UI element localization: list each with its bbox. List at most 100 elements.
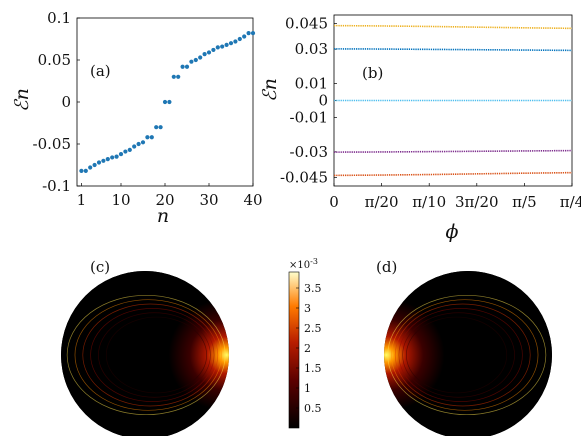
panel-a-data-point: [202, 52, 207, 57]
panel-b-ticks: 0 π/20 π/10 3π/20 π/5 π/40.0450.030.010-0.01-…: [280, 15, 581, 211]
panel-a-xtick-label: 20: [155, 191, 174, 209]
colorbar-exponent: ×10-3: [289, 257, 318, 271]
panel-a-data-point: [162, 99, 168, 105]
colorbar-tick-label: 1.5: [304, 362, 322, 375]
colorbar-gradient: [288, 271, 300, 429]
panel-a-data-point: [114, 154, 119, 159]
panel-b-ylabel: ℰn: [259, 78, 281, 102]
panel-b-xtick-label: 3π/20: [455, 193, 499, 211]
panel-a-xlabel: n: [157, 205, 169, 227]
density-contour-ring: [398, 308, 523, 402]
density-contour-ring: [90, 308, 215, 402]
panel-a-xtick-label: 10: [111, 191, 130, 209]
panel-a-ylabel: ℰn: [11, 88, 33, 112]
panel-a-ytick-label: -0.1: [42, 177, 71, 195]
panel-a-data-point: [145, 135, 150, 140]
panel-b-xlabel: ϕ: [446, 221, 459, 243]
panel-a: 1 10 20 30 40 -0.1 -0.05 0 0.05 0.1 (a) n ℰn: [11, 9, 263, 227]
panel-c: (c): [61, 258, 229, 436]
panel-a-data-point: [110, 155, 115, 160]
panel-a-xtick-label: 40: [243, 191, 262, 209]
panel-b-series-line-4: [333, 171, 572, 177]
panel-a-data-point: [140, 140, 146, 145]
panel-a-data-point: [233, 39, 238, 44]
panel-b-ytick-label: 0: [318, 92, 328, 110]
density-contour-ring: [98, 312, 211, 398]
panel-a-data-point: [167, 99, 172, 105]
panel-a-data-point: [250, 31, 256, 36]
density-contour-ring: [402, 312, 515, 398]
panel-a-data-point: [127, 147, 132, 152]
panel-d: (d): [376, 258, 552, 436]
colorbar-tick-label: 1: [304, 382, 311, 395]
panel-a-data-point: [184, 64, 190, 69]
density-contour-ring: [405, 316, 508, 394]
panel-b-series-line-0: [333, 24, 572, 30]
panel-a-data-point: [237, 36, 242, 42]
panel-b-xtick-label: π/10: [412, 193, 446, 211]
colorbar-tick-label: 2: [304, 342, 311, 355]
colorbar-ticks: 3.5 3 2.5 2 1.5 1 0.5: [296, 282, 322, 415]
panel-a-data-point: [215, 45, 220, 50]
panel-a-data-point: [180, 64, 185, 69]
panel-a-data-point: [158, 125, 163, 130]
panel-a-data-point: [206, 50, 212, 55]
panel-a-data-point: [123, 149, 128, 154]
panel-b-ytick-label: 0.045: [285, 15, 328, 33]
panel-a-data-point: [171, 74, 176, 79]
colorbar-tick-label: 0.5: [304, 402, 322, 415]
panel-b: 0 π/20 π/10 3π/20 π/5 π/40.0450.030.010-0.01-…: [259, 15, 581, 243]
panel-a-data-point: [105, 157, 110, 162]
density-contour-ring: [394, 303, 531, 407]
panel-a-ytick-label: 0: [61, 93, 71, 111]
density-contour-ring: [82, 303, 219, 407]
panel-a-data-point: [189, 59, 194, 64]
panel-a-data-point: [101, 158, 106, 163]
panel-a-label: (a): [90, 62, 111, 80]
panel-a-points: [79, 31, 256, 173]
panel-a-data-point: [220, 44, 225, 49]
panel-a-data-point: [198, 55, 203, 60]
panel-c-density-glow: [61, 271, 229, 436]
panel-d-contours: [387, 294, 547, 416]
panel-a-ytick-label: 0.1: [47, 9, 71, 27]
colorbar-tick-label: 3: [304, 302, 311, 315]
panel-a-data-point: [193, 57, 198, 63]
panel-a-data-point: [132, 144, 137, 149]
panel-a-data-point: [176, 74, 181, 79]
colorbar-tick-label: 3.5: [304, 282, 322, 295]
panel-a-ticks: 1 10 20 30 40 -0.1 -0.05 0 0.05 0.1: [33, 9, 263, 209]
colorbar: ×10-3 3.5 3 2.5 2 1.5 1 0.5: [288, 257, 322, 429]
panel-a-ytick-label: 0.05: [38, 51, 71, 69]
density-contour-ring: [66, 294, 226, 416]
panel-b-ytick-label: -0.03: [290, 143, 328, 161]
density-contour-ring: [387, 294, 547, 416]
panel-b-ytick-label: 0.03: [295, 40, 328, 58]
panel-a-data-point: [83, 168, 88, 173]
panel-a-data-point: [88, 165, 93, 170]
panel-b-ytick-label: 0.01: [295, 74, 328, 92]
panel-a-xtick-label: 30: [199, 191, 218, 209]
panel-b-series-line-1: [333, 48, 572, 52]
panel-b-xtick-label: π/5: [512, 193, 536, 211]
panel-c-label: (c): [90, 258, 110, 276]
panel-a-ytick-label: -0.05: [33, 135, 71, 153]
panel-a-data-point: [136, 141, 141, 147]
panel-a-data-point: [246, 31, 251, 36]
density-contour-ring: [105, 316, 208, 394]
panel-b-ytick-label: -0.045: [280, 168, 328, 186]
panel-b-xtick-label: 0: [329, 193, 339, 211]
panel-b-ytick-label: -0.01: [290, 109, 328, 127]
colorbar-tick-label: 2.5: [304, 322, 322, 335]
panel-a-data-point: [224, 42, 229, 47]
panel-a-data-point: [154, 125, 159, 130]
panel-b-lines: [333, 24, 572, 177]
panel-a-data-point: [149, 135, 154, 140]
panel-a-data-point: [92, 162, 97, 168]
panel-b-label: (b): [362, 64, 383, 82]
panel-b-xtick-label: π/20: [365, 193, 399, 211]
panel-b-series-line-3: [333, 149, 572, 153]
panel-c-contours: [66, 294, 226, 416]
panel-a-data-point: [79, 168, 84, 173]
